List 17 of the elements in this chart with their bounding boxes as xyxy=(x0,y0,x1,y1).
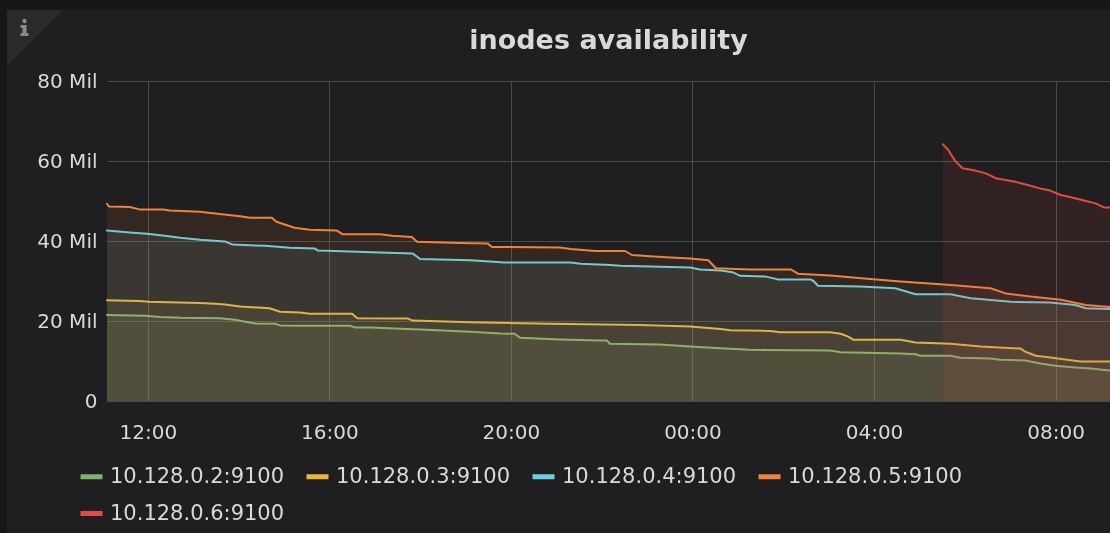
y-tick-label: 20 Mil xyxy=(37,308,98,333)
x-tick-label: 12:00 xyxy=(119,419,178,444)
x-tick-label: 00:00 xyxy=(664,419,722,444)
chart-title: inodes availability xyxy=(469,24,749,55)
legend-label: 10.128.0.4:9100 xyxy=(562,463,737,488)
x-tick-label: 20:00 xyxy=(482,419,541,444)
y-tick-label: 60 Mil xyxy=(37,148,98,173)
legend-label: 10.128.0.3:9100 xyxy=(336,463,511,488)
legend-label: 10.128.0.6:9100 xyxy=(110,500,285,525)
x-tick-label: 16:00 xyxy=(301,419,359,444)
y-tick-label: 80 Mil xyxy=(37,68,98,93)
x-tick-label: 08:00 xyxy=(1027,419,1085,444)
x-tick-label: 04:00 xyxy=(845,419,904,444)
y-tick-label: 40 Mil xyxy=(37,228,98,253)
y-tick-label: 0 xyxy=(84,388,98,413)
legend-label: 10.128.0.2:9100 xyxy=(110,463,285,488)
legend-label: 10.128.0.5:9100 xyxy=(788,463,963,488)
